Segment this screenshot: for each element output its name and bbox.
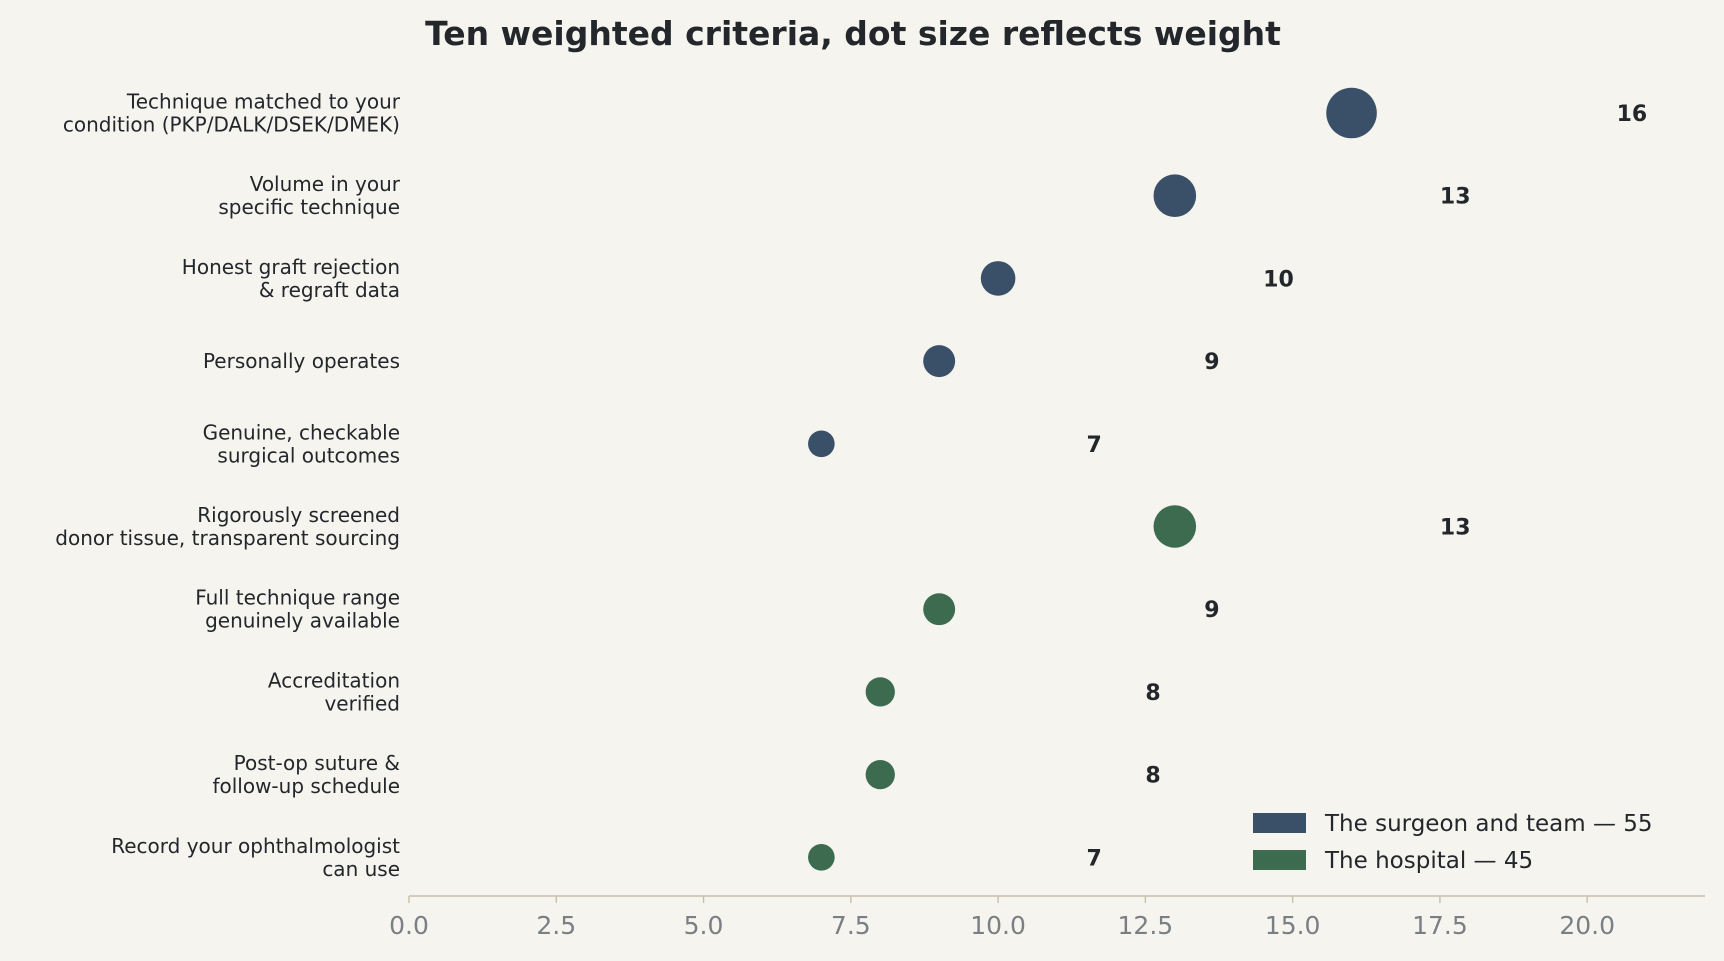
- value-label: 9: [1204, 598, 1219, 623]
- x-tick-label: 5.0: [684, 911, 724, 940]
- legend-swatch: [1253, 850, 1306, 870]
- value-label: 8: [1145, 764, 1160, 789]
- category-label: Genuine, checkable surgical outcomes: [203, 420, 400, 467]
- data-point: [808, 430, 835, 458]
- data-point: [1153, 505, 1197, 548]
- category-label: Record your ophthalmologist can use: [111, 834, 400, 881]
- x-tick-label: 12.5: [1118, 911, 1174, 940]
- legend-swatch: [1253, 813, 1306, 833]
- x-tick-label: 2.5: [536, 911, 576, 940]
- data-point: [923, 345, 956, 378]
- value-label: 8: [1145, 681, 1160, 706]
- value-label: 9: [1204, 350, 1219, 375]
- category-label: Rigorously screened donor tissue, transpa…: [55, 503, 400, 550]
- x-tick-label: 10.0: [970, 911, 1026, 940]
- category-label: Honest graft rejection & regraft data: [182, 255, 400, 302]
- value-label: 10: [1263, 267, 1294, 292]
- value-label: 7: [1086, 846, 1101, 871]
- x-tick-label: 15.0: [1265, 911, 1321, 940]
- data-point: [980, 261, 1016, 296]
- value-label: 13: [1440, 516, 1471, 541]
- value-label: 16: [1617, 102, 1648, 127]
- x-tick-label: 7.5: [831, 911, 871, 940]
- data-point: [923, 593, 956, 626]
- x-tick-label: 17.5: [1412, 911, 1468, 940]
- value-label: 13: [1440, 185, 1471, 210]
- legend-label: The hospital — 45: [1324, 848, 1533, 874]
- data-point: [865, 759, 895, 790]
- x-tick-label: 20.0: [1559, 911, 1615, 940]
- category-label: Volume in your specific technique: [218, 172, 400, 219]
- x-tick-label: 0.0: [389, 911, 429, 940]
- category-label: Personally operates: [203, 349, 400, 373]
- category-label: Accreditation verified: [268, 668, 400, 715]
- data-point: [865, 677, 895, 707]
- category-label: Post-op suture & follow-up schedule: [212, 751, 400, 798]
- data-point: [1153, 174, 1197, 217]
- value-label: 7: [1086, 433, 1101, 458]
- data-point: [808, 843, 835, 871]
- category-label: Full technique range genuinely available: [195, 586, 400, 633]
- category-label: Technique matched to your condition (PKP/…: [63, 90, 401, 137]
- legend-label: The surgeon and team — 55: [1324, 811, 1653, 837]
- data-point: [1326, 87, 1377, 139]
- chart-title: Ten weighted criteria, dot size reflects…: [425, 14, 1281, 53]
